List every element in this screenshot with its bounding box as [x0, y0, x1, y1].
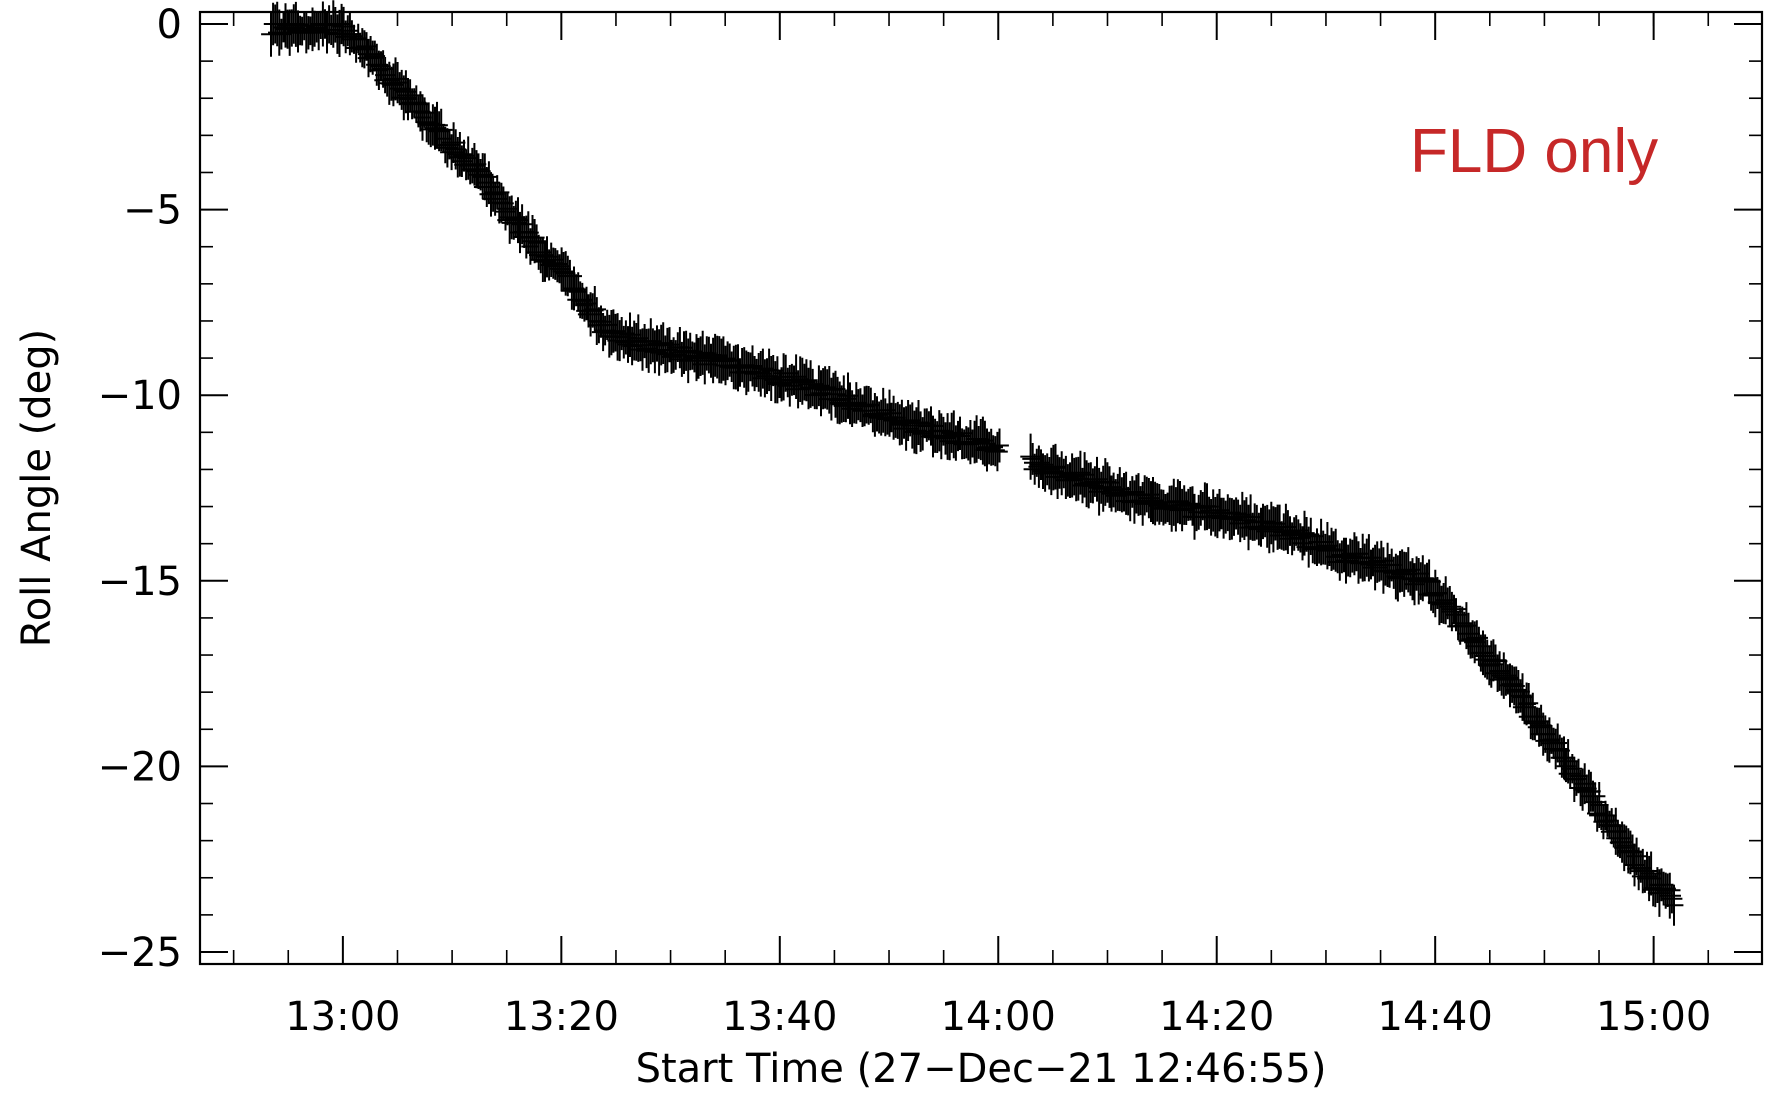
x-tick-label: 14:00	[941, 994, 1056, 1040]
x-axis-title: Start Time (27−Dec−21 12:46:55)	[636, 1046, 1327, 1092]
y-tick-label: 0	[157, 2, 182, 48]
data-point	[397, 79, 423, 112]
data-point	[1580, 780, 1606, 812]
data-point	[1069, 450, 1092, 495]
data-point	[1655, 873, 1681, 907]
x-tick-label: 14:20	[1159, 994, 1274, 1040]
data-point	[851, 394, 874, 427]
data-point	[1661, 884, 1683, 914]
y-axis-title: Roll Angle (deg)	[14, 329, 60, 648]
y-tick-label: −5	[123, 188, 182, 234]
data-point	[990, 428, 1009, 463]
y-tick-label: −25	[98, 930, 182, 976]
data-point	[1441, 591, 1463, 632]
x-tick-label: 15:00	[1596, 994, 1711, 1040]
annotation-label: FLD only	[1410, 117, 1658, 186]
data-point	[1664, 884, 1684, 926]
plot-frame	[198, 10, 1764, 966]
x-axis-ticks: 13:00 13:20 13:40 14:00 14:20 14:40 15:00	[232, 12, 1711, 1040]
data-point	[1553, 736, 1575, 780]
y-tick-label: −15	[98, 559, 182, 605]
data-point	[1438, 586, 1462, 628]
x-tick-label: 13:20	[504, 994, 619, 1040]
data-point	[1180, 486, 1201, 521]
x-tick-label: 14:40	[1378, 994, 1493, 1040]
data-points	[261, 0, 1684, 926]
data-point	[987, 431, 1008, 472]
y-axis-ticks: 0 −5 −10 −15 −20 −25	[98, 2, 1762, 976]
data-point	[1206, 493, 1229, 539]
y-tick-label: −20	[98, 744, 182, 790]
y-tick-label: −10	[98, 373, 182, 419]
data-point	[1658, 872, 1681, 919]
data-point	[552, 252, 575, 292]
x-tick-label: 13:00	[285, 994, 400, 1040]
data-point	[1221, 498, 1243, 540]
x-tick-label: 13:40	[722, 994, 837, 1040]
